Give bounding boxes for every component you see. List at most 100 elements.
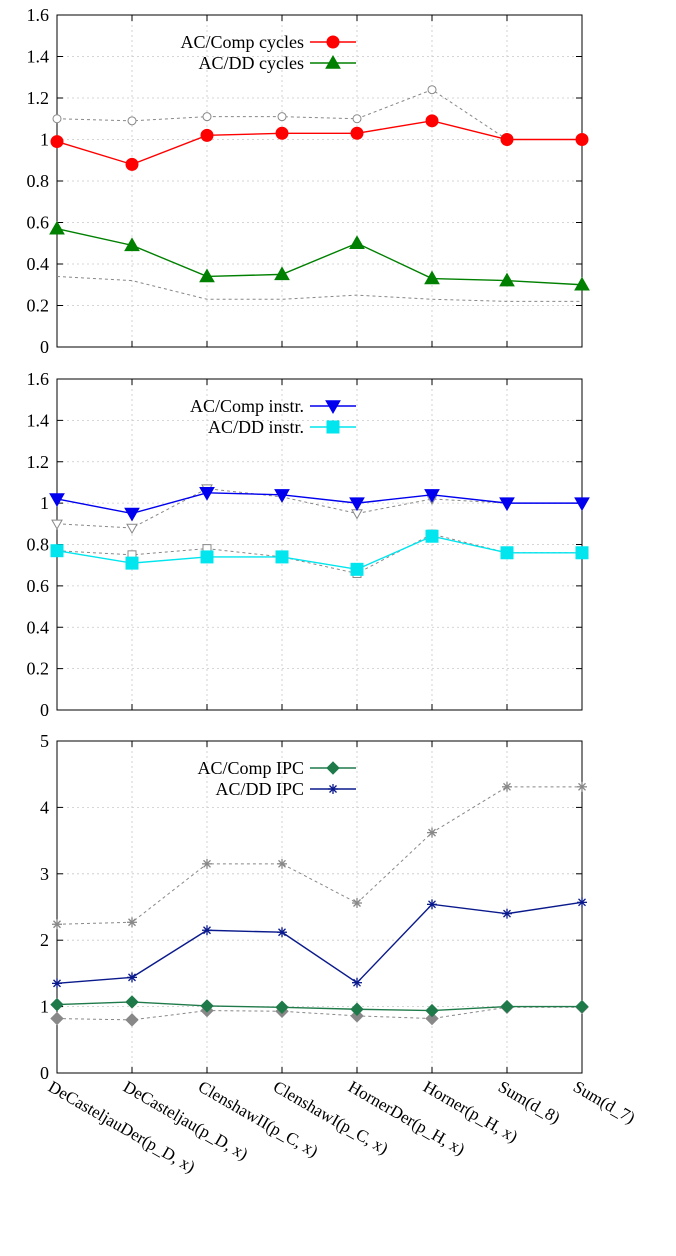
y-tick-label: 1.4 — [27, 410, 50, 430]
series-line — [56, 535, 582, 571]
legend: AC/Comp instr.AC/DD instr. — [190, 396, 356, 437]
data-point — [502, 781, 512, 792]
data-point — [574, 276, 590, 291]
y-tick-label: 0.4 — [27, 617, 50, 637]
chart-panel-2: 0 0.2 0.4 0.6 0.8 1 1.2 1.4 1.6 AC/Comp instr.AC/… — [27, 369, 590, 720]
series-2 — [52, 897, 587, 989]
x-tick-label: Sum(d_7) — [570, 1077, 638, 1127]
y-tick-label: 0.2 — [27, 659, 50, 679]
data-point — [49, 220, 65, 235]
data-point — [499, 272, 515, 287]
y-tick-label: 3 — [40, 864, 49, 884]
y-tick-label: 0.8 — [27, 171, 50, 191]
data-point — [350, 562, 364, 576]
data-point — [125, 995, 139, 1009]
data-point — [574, 497, 590, 512]
series-line — [56, 89, 582, 140]
series-line — [56, 228, 583, 286]
x-category-labels: DeCasteljauDer(p_D, x)DeCasteljau(p_D, x… — [45, 1077, 638, 1177]
legend-label: AC/Comp IPC — [197, 758, 304, 778]
data-point — [349, 497, 365, 512]
series-line — [56, 786, 582, 925]
series-line — [56, 1001, 582, 1012]
legend-marker — [326, 35, 340, 49]
series-line — [56, 492, 582, 515]
data-point — [200, 550, 214, 564]
series-line — [56, 275, 582, 302]
data-point — [202, 858, 212, 869]
data-point — [275, 550, 289, 564]
data-point — [274, 489, 290, 503]
data-point — [499, 497, 515, 512]
y-tick-label: 0.4 — [27, 254, 50, 274]
y-tick-label: 0.8 — [27, 535, 50, 555]
data-point — [502, 908, 512, 919]
data-point — [274, 266, 290, 281]
data-point — [277, 858, 287, 869]
data-point — [127, 972, 137, 983]
data-point — [50, 135, 64, 149]
data-point — [575, 133, 589, 146]
data-point — [277, 112, 287, 122]
data-point — [51, 519, 63, 530]
series-2 — [49, 220, 590, 291]
legend-label: AC/Comp cycles — [181, 32, 305, 52]
data-point — [124, 507, 140, 522]
data-point — [202, 925, 212, 936]
data-point — [50, 544, 64, 558]
y-tick-label: 0.6 — [27, 576, 50, 596]
data-point — [500, 546, 514, 560]
data-point — [427, 85, 437, 95]
legend-label: AC/DD cycles — [199, 53, 304, 73]
y-tick-label: 5 — [40, 731, 49, 751]
data-point — [124, 237, 140, 252]
data-point — [350, 126, 364, 140]
series-1 — [50, 995, 589, 1018]
legend-marker — [328, 784, 338, 794]
data-point — [424, 270, 440, 285]
y-tick-label: 0 — [40, 1063, 49, 1083]
y-tick-label: 1.2 — [27, 88, 50, 108]
legend-label: AC/Comp instr. — [190, 396, 304, 416]
data-point — [425, 1003, 439, 1018]
legend-marker — [326, 761, 340, 775]
y-tick-label: 0.2 — [27, 296, 50, 316]
y-tick-label: 1 — [40, 997, 49, 1017]
y-tick-label: 1.4 — [27, 47, 50, 67]
data-point — [202, 112, 212, 122]
data-point — [352, 898, 362, 909]
chart-panel-1: 0 0.2 0.4 0.6 0.8 1 1.2 1.4 1.6 AC/Comp cyclesAC/… — [27, 5, 590, 357]
data-point — [199, 487, 215, 501]
data-point — [127, 917, 137, 928]
data-point — [50, 997, 64, 1012]
legend-marker — [325, 54, 341, 69]
data-point — [50, 1011, 64, 1026]
data-point — [200, 128, 214, 142]
data-point — [52, 978, 62, 989]
data-point — [125, 157, 139, 171]
data-point — [126, 523, 138, 534]
data-point — [349, 235, 365, 249]
data-point — [352, 977, 362, 988]
data-point — [500, 133, 514, 146]
series-line — [56, 1006, 582, 1021]
data-point — [577, 781, 587, 792]
series-line — [56, 901, 583, 985]
data-point — [352, 114, 362, 124]
y-tick-label: 1.6 — [27, 5, 50, 25]
data-point — [275, 126, 289, 140]
data-point — [125, 556, 139, 570]
data-point — [350, 1002, 364, 1016]
series-3 — [52, 781, 587, 930]
data-point — [52, 114, 62, 124]
y-tick-label: 1.2 — [27, 452, 50, 472]
data-point — [577, 897, 587, 908]
data-point — [425, 1011, 439, 1026]
y-tick-label: 0 — [40, 337, 49, 357]
data-point — [427, 899, 437, 910]
